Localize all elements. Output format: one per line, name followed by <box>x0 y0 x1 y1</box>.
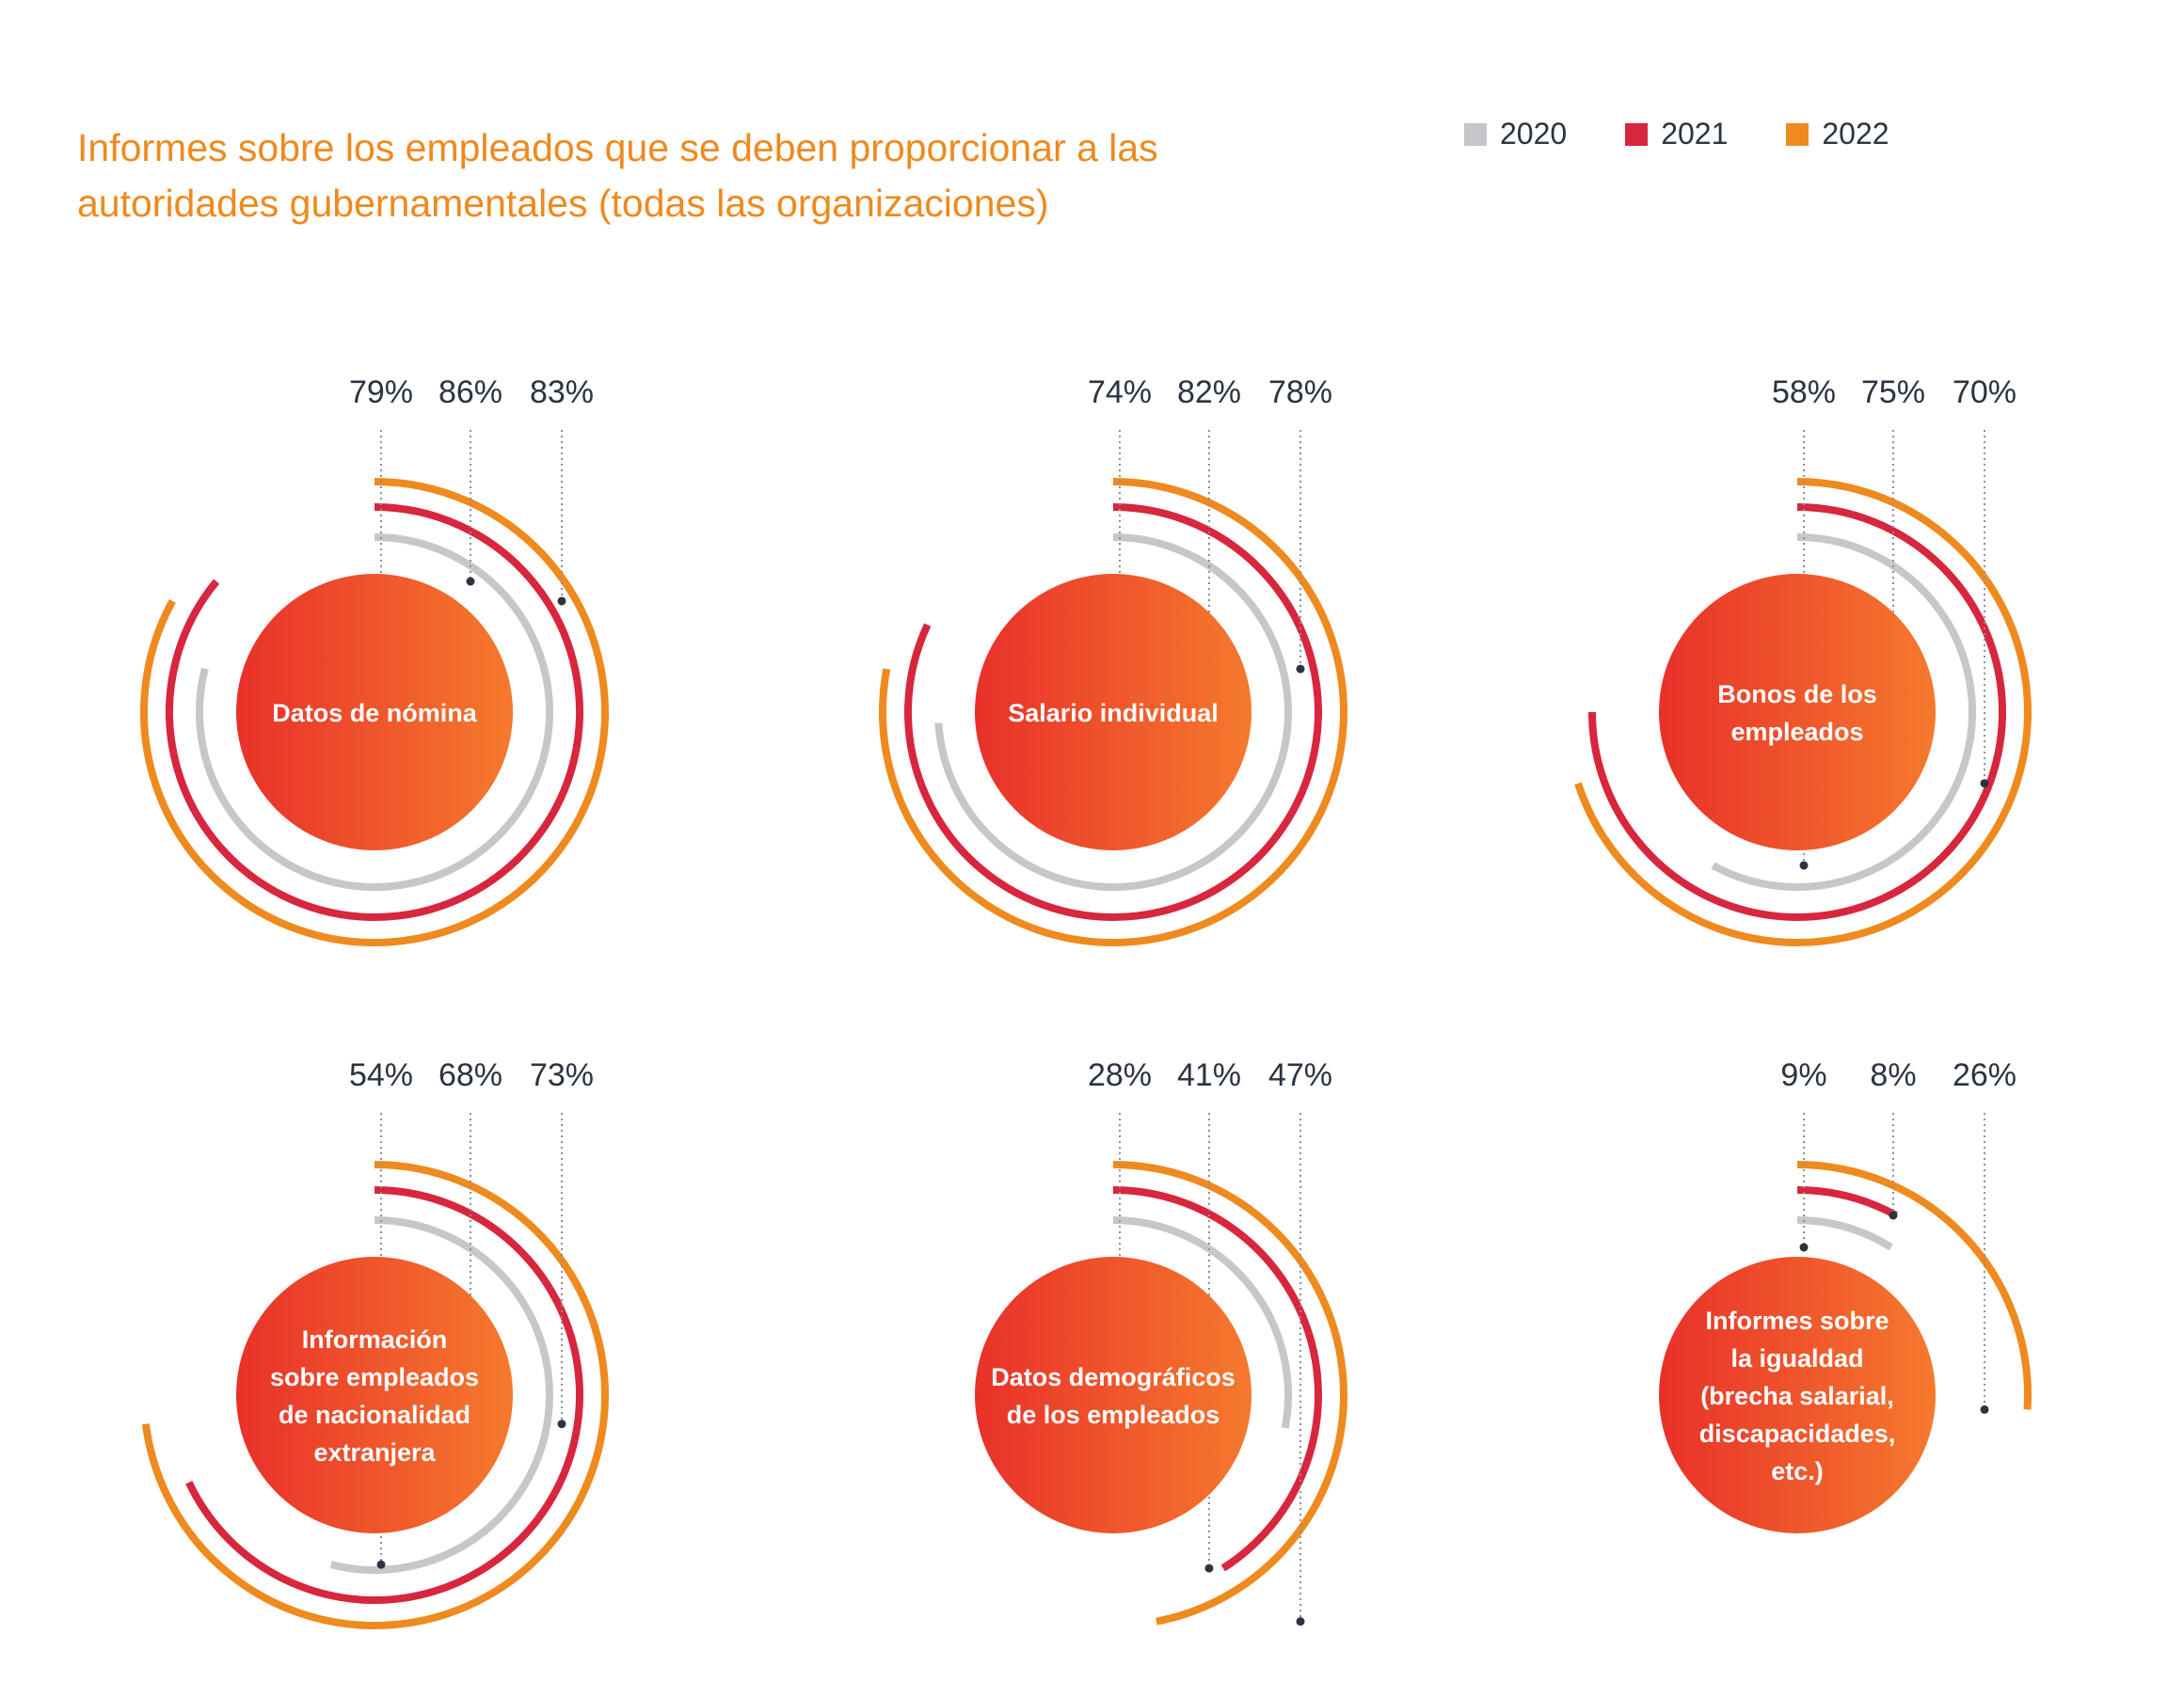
arc-2022 <box>141 1161 609 1629</box>
value-label-2020: 9% <box>1780 1057 1826 1093</box>
category-label-line: Información <box>302 1325 448 1354</box>
radial-chart-1: 79% 86% 83% Datos de nómina <box>140 374 609 946</box>
value-label-2021: 8% <box>1870 1057 1916 1093</box>
arc-2022 <box>879 478 1347 946</box>
arc-2021 <box>1588 503 2006 921</box>
value-label-2022: 47% <box>1268 1057 1332 1093</box>
radial-chart-2: 74% 82% 78% Salario individual <box>879 374 1347 946</box>
category-label-line: Bonos de los <box>1717 680 1877 708</box>
arc-2022 <box>1112 1161 1347 1626</box>
legend-swatch-2021 <box>1625 122 1649 146</box>
arc-2021 <box>904 503 1323 921</box>
value-label-2020: 58% <box>1772 374 1836 410</box>
category-label-line: la igualdad <box>1730 1344 1863 1373</box>
arc-2021 <box>1112 1186 1322 1572</box>
leader-dot-2021 <box>466 577 475 586</box>
value-label-2021: 68% <box>438 1057 502 1093</box>
category-label-line: sobre empleados <box>270 1363 479 1391</box>
legend-label-2021: 2021 <box>1661 117 1729 151</box>
value-label-2022: 83% <box>530 374 594 410</box>
value-label-2020: 74% <box>1088 374 1152 410</box>
arc-2021 <box>166 503 583 921</box>
category-circle <box>975 1257 1251 1533</box>
legend-label-2020: 2020 <box>1500 117 1568 151</box>
value-label-2021: 75% <box>1861 374 1925 410</box>
chart-title-line-2: autoridades gubernamentales (todas las o… <box>77 182 1049 225</box>
chart-title: Informes sobre los empleados que se debe… <box>77 120 1300 231</box>
arc-2021 <box>1796 1186 1898 1219</box>
arc-2020 <box>329 1216 553 1574</box>
value-label-2022: 26% <box>1953 1057 2017 1093</box>
category-label-line: empleados <box>1730 718 1863 746</box>
category-label-line: discapacidades, <box>1699 1420 1896 1448</box>
legend: 2020 2021 2022 <box>1464 117 1889 151</box>
value-label-2022: 73% <box>530 1057 594 1093</box>
category-label-line: etc.) <box>1771 1457 1824 1485</box>
value-label-2022: 78% <box>1268 374 1332 410</box>
leader-dot-2022 <box>1980 779 1989 788</box>
category-circle <box>975 574 1251 850</box>
value-label-2021: 41% <box>1177 1057 1241 1093</box>
leader-dot-2020 <box>1799 1243 1809 1252</box>
radial-chart-3: 58% 75% 70% Bonos de los empleados <box>1574 374 2032 946</box>
legend-swatch-2020 <box>1464 122 1487 146</box>
value-label-2021: 86% <box>438 374 502 410</box>
legend-swatch-2022 <box>1786 122 1809 146</box>
arc-2022 <box>1574 478 2032 946</box>
value-label-2020: 28% <box>1088 1057 1152 1093</box>
value-label-2020: 79% <box>349 374 413 410</box>
category-label-line: (brecha salarial, <box>1700 1382 1894 1410</box>
category-label-line: Informes sobre <box>1705 1307 1889 1335</box>
value-label-2022: 70% <box>1953 374 2017 410</box>
category-label-line: de los empleados <box>1007 1401 1220 1429</box>
category-label-line: Datos de nómina <box>272 699 478 727</box>
arc-2020 <box>934 533 1293 891</box>
legend-item-2020: 2020 <box>1464 117 1567 151</box>
radial-chart-6: 9% 8% 26% Informes sobre la igualdad (brecha … <box>1659 1057 2032 1533</box>
category-label-line: extranjera <box>313 1438 436 1467</box>
arc-2022 <box>1796 1161 2032 1410</box>
leader-dot-2021 <box>1204 1563 1214 1573</box>
arc-2020 <box>196 533 553 891</box>
value-label-2020: 54% <box>349 1057 413 1093</box>
category-label-line: Salario individual <box>1008 699 1219 727</box>
category-circle <box>236 1257 513 1533</box>
radial-chart-4: 54% 68% 73% Información sobre empleados de na… <box>141 1057 609 1629</box>
leader-dot-2021 <box>1889 1211 1898 1220</box>
category-circle <box>1659 574 1936 850</box>
leader-dot-2020 <box>376 1560 386 1569</box>
leader-dot-2022 <box>557 1420 566 1429</box>
leader-dot-2022 <box>1296 1617 1305 1626</box>
legend-item-2021: 2021 <box>1625 117 1728 151</box>
category-label-line: de nacionalidad <box>279 1401 470 1429</box>
arc-2020 <box>1796 1216 1893 1251</box>
arc-2020 <box>1112 1216 1292 1429</box>
legend-item-2022: 2022 <box>1786 117 1889 151</box>
leader-dot-2022 <box>1980 1404 1989 1414</box>
category-circle <box>236 574 513 850</box>
arc-2020 <box>1711 533 1976 891</box>
legend-label-2022: 2022 <box>1822 117 1889 151</box>
leader-dot-2022 <box>557 596 566 606</box>
leader-dot-2022 <box>1296 664 1305 674</box>
category-label-line: Datos demográficos <box>991 1363 1235 1391</box>
category-circle <box>1659 1257 1936 1533</box>
chart-title-line-1: Informes sobre los empleados que se debe… <box>77 126 1158 169</box>
arc-2021 <box>185 1186 583 1604</box>
value-label-2021: 82% <box>1177 374 1241 410</box>
radial-chart-5: 28% 41% 47% Datos demográficos de los emplea… <box>975 1057 1347 1626</box>
leader-dot-2020 <box>1799 861 1809 870</box>
arc-2022 <box>140 478 609 946</box>
